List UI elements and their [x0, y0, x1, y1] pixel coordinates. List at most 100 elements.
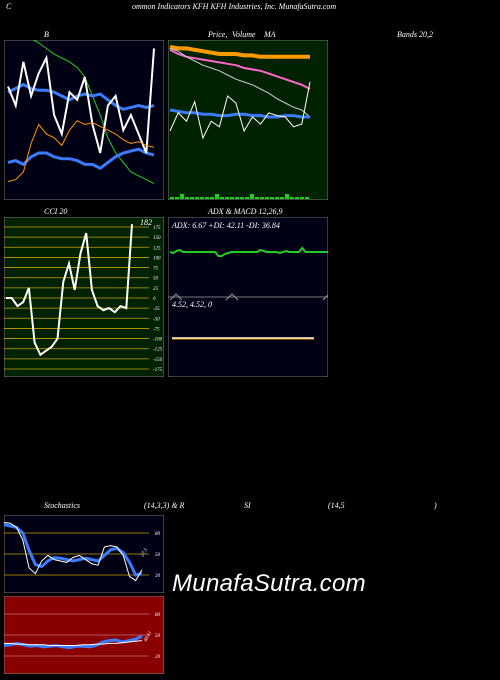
- volume-bar: [300, 197, 304, 199]
- cci-grid: 175 150 125 100 75 50 25 0 -25 -50 -75 -100 -125 -150…: [4, 226, 163, 373]
- cci-title: CCI 20: [44, 207, 68, 216]
- volume-bar: [275, 197, 279, 199]
- stoch-lines: 27.5: [4, 522, 149, 582]
- price-ma-gray: [169, 47, 311, 118]
- price-ma-blue: [169, 108, 310, 119]
- price-chart: [168, 40, 328, 200]
- volume-bar: [260, 197, 264, 199]
- bands-vol-line: [7, 120, 155, 182]
- volume-bar: [220, 197, 224, 199]
- stoch-value-label: 27.5: [140, 547, 149, 558]
- macd-values: 4.52, 4.52, 0: [172, 300, 212, 309]
- bands-chart: [4, 40, 164, 200]
- bands-lines: [7, 40, 155, 184]
- volume-bar: [250, 194, 254, 199]
- price-lines: [169, 45, 311, 140]
- stoch-close-paren: ): [434, 501, 437, 510]
- stoch-chart: 80 50 20 27.5: [4, 515, 164, 593]
- stoch-title-mid: (14,3,3) & R: [144, 501, 185, 510]
- volume-bar: [265, 197, 269, 199]
- volume-bar: [170, 197, 174, 199]
- rsi-lines: 48.61: [4, 631, 153, 650]
- stoch-tick-label: 20: [155, 574, 161, 579]
- cci-tick-label: -125: [153, 348, 163, 353]
- bands-price-line: [7, 48, 155, 154]
- bands-lower-line: [7, 147, 155, 170]
- cci-line-path: [6, 224, 133, 357]
- cci-tick-label: 100: [153, 256, 161, 261]
- adx-values: ADX: 6.67 +DI: 42.11 -DI: 36.84: [171, 221, 280, 230]
- adx-chart: ADX: 6.67 +DI: 42.11 -DI: 36.84 4.52, 4.…: [168, 217, 328, 377]
- cci-tick-label: 25: [153, 287, 159, 292]
- volume-bar: [305, 197, 309, 199]
- stoch-tick-label: 80: [155, 532, 161, 537]
- rsi-value-label: 48.61: [143, 631, 153, 643]
- volume-bar: [235, 197, 239, 199]
- volume-bar: [200, 197, 204, 199]
- volume-bar: [225, 197, 229, 199]
- price-close-line: [169, 81, 311, 140]
- cci-tick-label: -150: [153, 358, 163, 363]
- volume-bar: [270, 197, 274, 199]
- volume-bar: [180, 194, 184, 199]
- volume-bars: [170, 194, 309, 199]
- cci-tick-label: -100: [153, 338, 163, 343]
- stoch-title-si: SI: [244, 501, 251, 510]
- cci-chart: 175 150 125 100 75 50 25 0 -25 -50 -75 -100 -125 -150…: [4, 217, 164, 377]
- stoch-tick-label: 50: [155, 553, 161, 558]
- volume-bar: [280, 197, 284, 199]
- price-panel: [168, 40, 328, 200]
- stoch-k-line: [4, 522, 143, 582]
- cci-tick-label: -50: [153, 317, 160, 322]
- stoch-panel: 80 50 20 27.5: [4, 515, 164, 593]
- volume-bar: [240, 197, 244, 199]
- cci-tick-label: -75: [153, 327, 160, 332]
- stoch-title-right: (14,5: [328, 501, 345, 510]
- rsi-grid: 80 50 20: [4, 613, 161, 660]
- volume-bar: [290, 197, 294, 199]
- bands-mid-line: [7, 82, 155, 111]
- volume-bar: [205, 197, 209, 199]
- header-b: B: [44, 30, 49, 39]
- cci-tick-label: 175: [153, 226, 161, 231]
- cci-tick-label: 0: [153, 297, 156, 302]
- rsi-tick-label: 80: [155, 613, 161, 618]
- volume-bar: [230, 197, 234, 199]
- rsi-signal-line: [4, 640, 143, 646]
- price-ma-orange: [169, 45, 310, 59]
- volume-bar: [195, 197, 199, 199]
- header-volume: Volume: [232, 30, 256, 39]
- header-c: C: [6, 2, 12, 11]
- header-price: Price,: [208, 30, 228, 39]
- adx-title: ADX & MACD 12,26,9: [208, 207, 283, 216]
- header-title: ommon Indicators KFH KFH Industries, Inc…: [132, 2, 337, 11]
- di-marker: [169, 293, 328, 301]
- rsi-line: [4, 634, 143, 650]
- volume-bar: [255, 197, 259, 199]
- volume-bar: [245, 197, 249, 199]
- header-ma: MA: [264, 30, 276, 39]
- volume-bar: [185, 197, 189, 199]
- volume-bar: [215, 194, 219, 199]
- cci-tick-label: 150: [153, 236, 161, 241]
- rsi-panel: 80 50 20 48.61: [4, 596, 164, 674]
- cci-panel: 175 150 125 100 75 50 25 0 -25 -50 -75 -100 -125 -150…: [4, 217, 164, 377]
- adx-lines: [169, 246, 328, 340]
- cci-last-value: 182: [140, 218, 152, 227]
- volume-bar: [285, 194, 289, 199]
- header-bands: Bands 20,2: [397, 30, 433, 39]
- volume-bar: [295, 197, 299, 199]
- cci-tick-label: 75: [153, 267, 159, 272]
- volume-bar: [175, 197, 179, 199]
- watermark: MunafaSutra.com: [172, 570, 366, 597]
- rsi-tick-label: 50: [155, 634, 161, 639]
- adx-panel: ADX: 6.67 +DI: 42.11 -DI: 36.84 4.52, 4.…: [168, 217, 328, 377]
- cci-tick-label: 50: [153, 277, 159, 282]
- volume-bar: [210, 197, 214, 199]
- cci-tick-label: -25: [153, 307, 160, 312]
- stoch-title-left: Stochastics: [44, 501, 80, 510]
- cci-tick-label: 125: [153, 246, 161, 251]
- bands-panel: [4, 40, 164, 200]
- cci-tick-label: -175: [153, 368, 163, 373]
- bands-upper-line: [31, 40, 155, 184]
